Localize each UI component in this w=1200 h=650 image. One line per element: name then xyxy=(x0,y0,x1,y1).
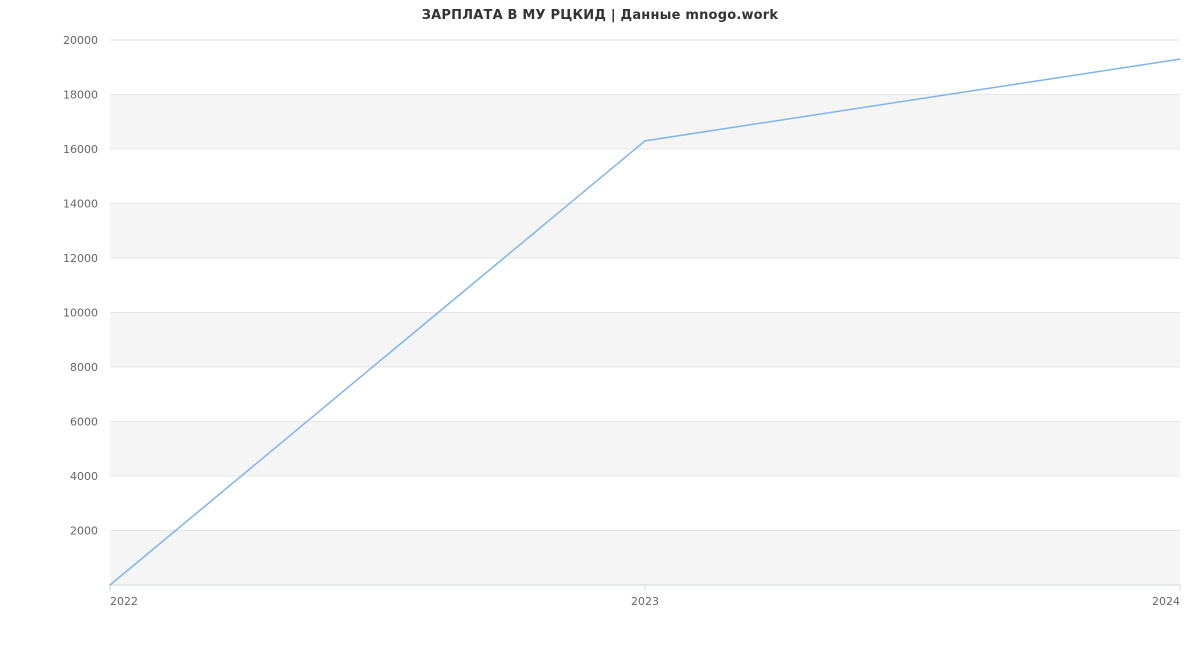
svg-text:20000: 20000 xyxy=(63,34,98,47)
salary-line-chart: ЗАРПЛАТА В МУ РЦКИД | Данные mnogo.work … xyxy=(0,0,1200,650)
chart-svg: 2000 4000 6000 8000 10000 12000 14000 16000 1800… xyxy=(0,0,1200,650)
svg-text:2024: 2024 xyxy=(1152,595,1180,608)
svg-text:16000: 16000 xyxy=(63,143,98,156)
svg-text:2023: 2023 xyxy=(631,595,659,608)
svg-text:14000: 14000 xyxy=(63,198,98,211)
chart-title: ЗАРПЛАТА В МУ РЦКИД | Данные mnogo.work xyxy=(0,8,1200,23)
svg-text:18000: 18000 xyxy=(63,89,98,102)
svg-text:8000: 8000 xyxy=(70,361,98,374)
svg-text:6000: 6000 xyxy=(70,416,98,429)
svg-text:10000: 10000 xyxy=(63,307,98,320)
svg-text:12000: 12000 xyxy=(63,252,98,265)
svg-text:4000: 4000 xyxy=(70,470,98,483)
svg-text:2000: 2000 xyxy=(70,525,98,538)
svg-text:2022: 2022 xyxy=(110,595,138,608)
